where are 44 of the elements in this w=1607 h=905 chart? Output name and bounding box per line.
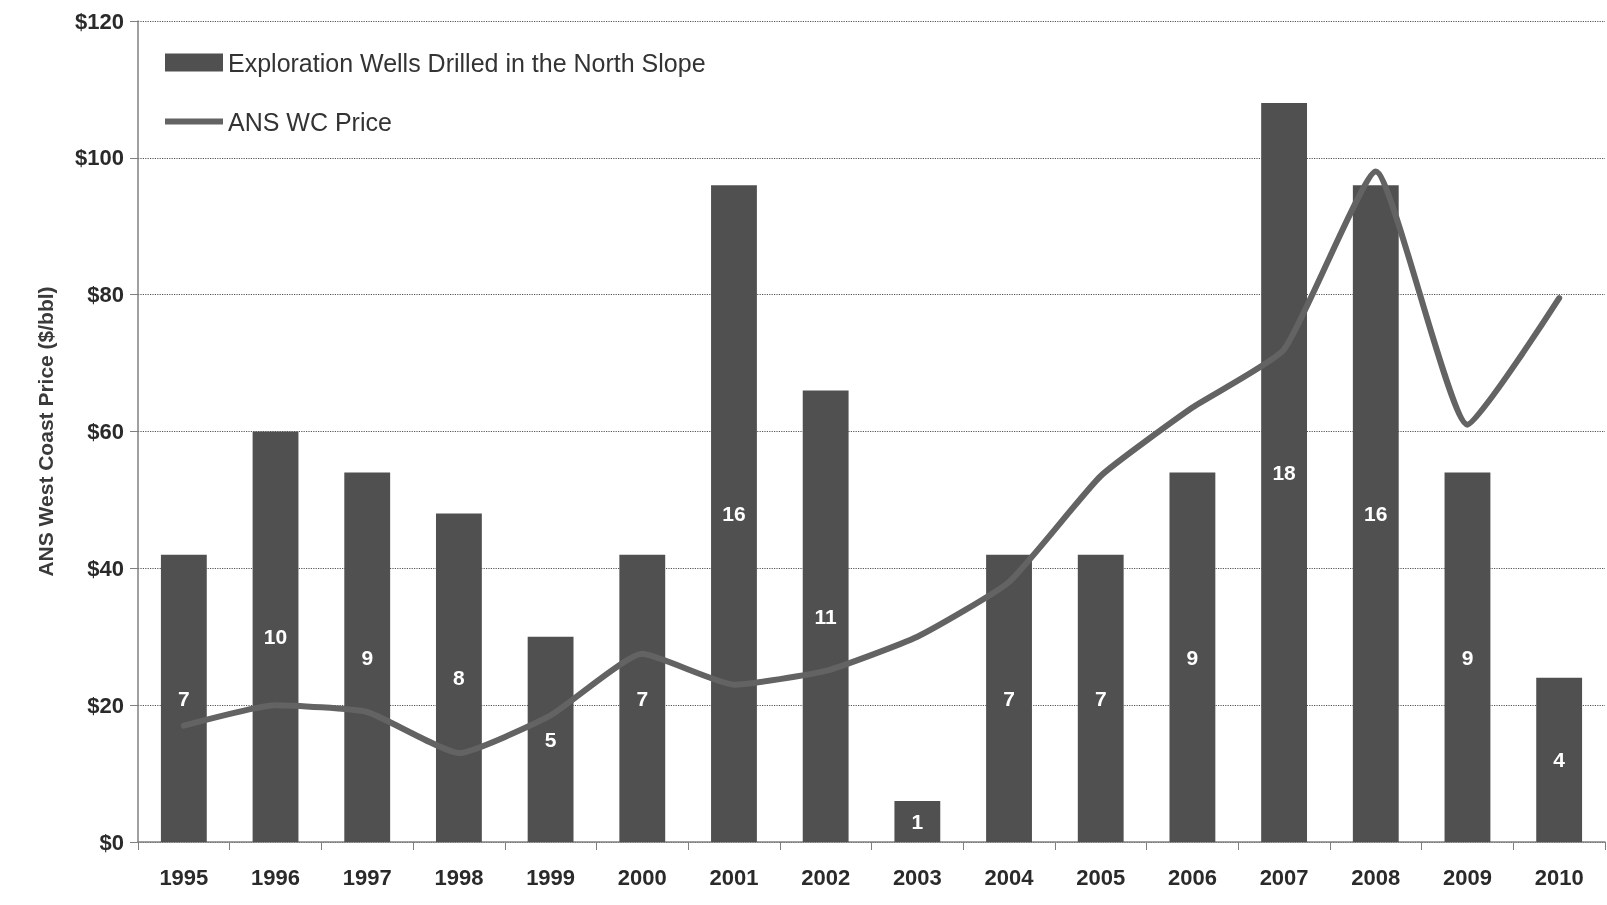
data-label: 8: [453, 666, 466, 690]
bar: [894, 800, 941, 842]
data-label: 11: [814, 604, 838, 628]
legend-label: Exploration Wells Drilled in the North Slope: [228, 48, 706, 77]
data-label: 18: [1272, 461, 1297, 485]
x-tick-label: 2005: [1076, 864, 1126, 890]
data-label: 9: [1186, 645, 1199, 669]
y-tick-label: $40: [87, 555, 124, 581]
data-label: 5: [544, 727, 557, 751]
x-tick-label: 1999: [526, 864, 576, 890]
y-tick-label: $0: [99, 829, 124, 855]
data-label: 7: [178, 686, 190, 710]
y-tick-label: $60: [87, 419, 124, 444]
data-label: 7: [1003, 686, 1015, 710]
data-label: 1: [911, 809, 924, 833]
x-tick-label: 1998: [434, 864, 484, 890]
data-label: 9: [361, 645, 374, 669]
y-axis-title: ANS West Coast Price ($/bbl): [34, 286, 57, 577]
x-tick-label: 2007: [1259, 864, 1309, 890]
x-tick-label: 2002: [801, 864, 851, 890]
x-tick-label: 2004: [984, 864, 1035, 890]
x-tick-label: 2009: [1442, 864, 1492, 890]
data-label: 7: [1094, 686, 1107, 710]
data-label: 4: [1553, 748, 1566, 772]
x-tick-label: 2003: [892, 864, 942, 890]
x-tick-label: 2010: [1534, 864, 1584, 890]
x-tick-label: 2000: [617, 864, 667, 890]
x-tick-label: 1997: [342, 864, 392, 890]
x-tick-label: 2006: [1167, 864, 1217, 890]
data-label: 10: [263, 625, 288, 649]
y-tick-label: $120: [75, 8, 124, 34]
x-tick-label: 1995: [159, 864, 209, 890]
y-tick-label: $80: [87, 282, 124, 308]
x-tick-label: 2008: [1351, 864, 1401, 890]
data-label: 9: [1461, 645, 1474, 669]
legend-label: ANS WC Price: [228, 107, 392, 136]
y-tick-label: $20: [87, 692, 124, 718]
x-tick-label: 2001: [709, 864, 759, 890]
x-tick-label: 1996: [251, 864, 301, 890]
data-label: 16: [1364, 502, 1388, 526]
bar: [435, 513, 482, 842]
data-label: 7: [636, 686, 649, 710]
data-label: 16: [722, 502, 746, 526]
y-tick-label: $100: [75, 145, 124, 171]
